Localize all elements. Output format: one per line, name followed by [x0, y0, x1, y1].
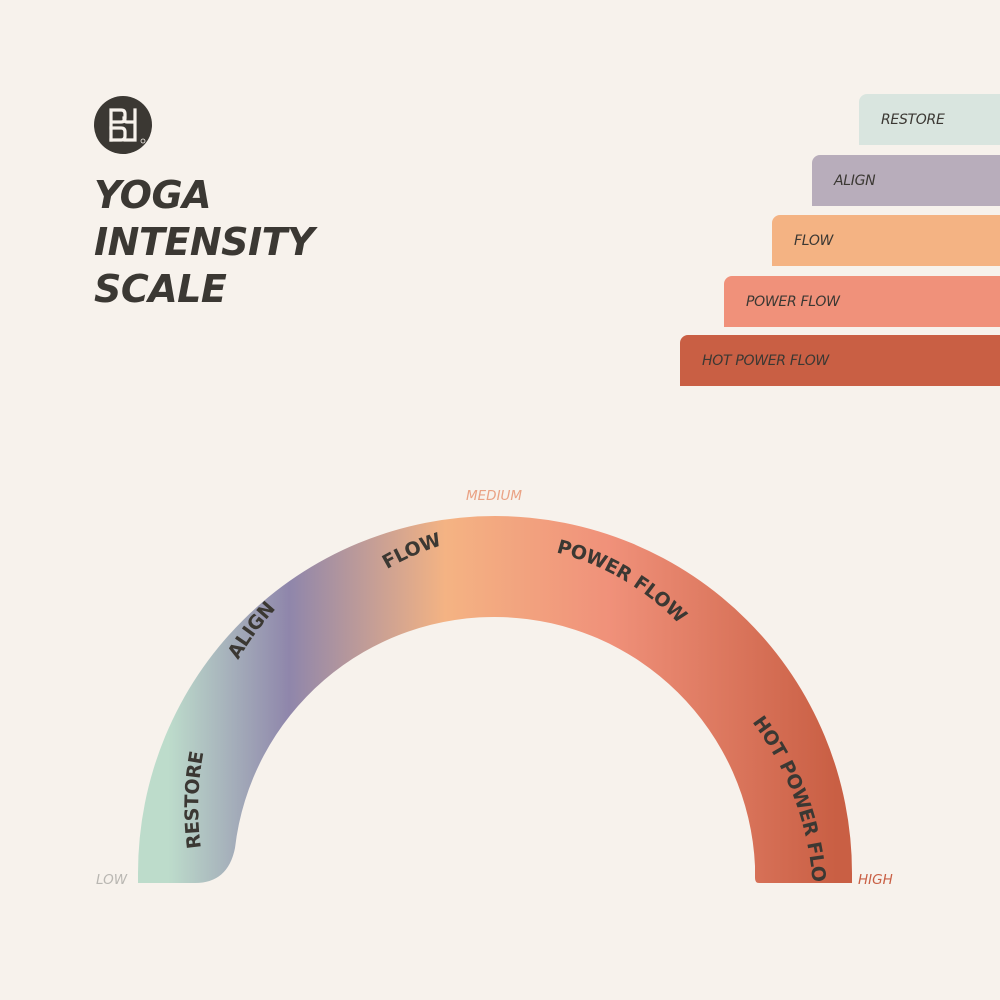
page-title: YOGA INTENSITY SCALE	[94, 172, 315, 313]
title-line-2: INTENSITY	[94, 220, 315, 264]
legend-label-power-flow: POWER FLOW	[746, 293, 840, 310]
legend-label-flow: FLOW	[794, 232, 834, 249]
intensity-arc	[138, 516, 852, 883]
title-line-1: YOGA	[94, 173, 212, 217]
scale-high-label: HIGH	[858, 872, 893, 888]
legend-bar-hot-power-flow: HOT POWER FLOW	[680, 335, 1000, 386]
title-line-3: SCALE	[94, 267, 227, 311]
legend-bar-power-flow: POWER FLOW	[724, 276, 1000, 327]
arc-label-hot-power-flow: HOT POWER FLOW	[0, 0, 830, 883]
legend-label-align: ALIGN	[834, 172, 876, 189]
legend-label-restore: RESTORE	[881, 111, 945, 128]
legend-bar-flow: FLOW	[772, 215, 1000, 266]
scale-medium-label: MEDIUM	[466, 488, 522, 504]
legend-bar-restore: RESTORE	[859, 94, 1000, 145]
legend-label-hot-power-flow: HOT POWER FLOW	[702, 352, 829, 369]
scale-low-label: LOW	[96, 872, 128, 888]
legend-bar-align: ALIGN	[812, 155, 1000, 206]
brand-logo	[94, 96, 152, 154]
intensity-legend: RESTORE ALIGN FLOW POWER FLOW HOT POWER …	[670, 0, 1000, 400]
